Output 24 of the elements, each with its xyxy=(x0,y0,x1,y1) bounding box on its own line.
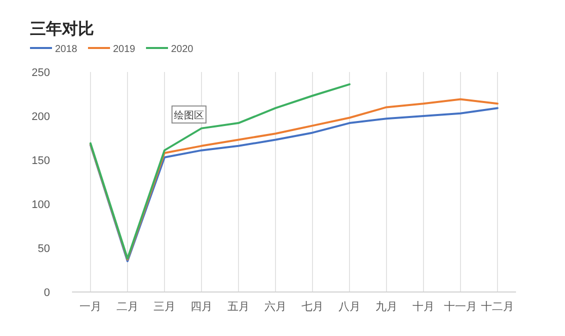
x-tick-label: 七月 xyxy=(302,300,324,313)
legend-label: 2020 xyxy=(171,44,194,55)
x-tick-label: 九月 xyxy=(376,300,398,313)
chart-title: 三年对比 xyxy=(30,20,94,38)
x-tick-label: 十一月 xyxy=(444,300,477,313)
y-tick-label: 200 xyxy=(32,111,50,123)
x-tick-label: 四月 xyxy=(190,301,212,313)
legend-label: 2019 xyxy=(113,44,136,55)
x-tick-label: 十二月 xyxy=(481,300,514,313)
y-tick-label: 100 xyxy=(32,199,50,211)
annotation: 绘图区 xyxy=(174,110,204,122)
y-tick-label: 150 xyxy=(32,155,50,167)
x-tick-label: 十月 xyxy=(412,300,434,313)
x-tick-label: 八月 xyxy=(338,301,360,313)
x-tick-label: 六月 xyxy=(264,300,286,313)
legend-label: 2018 xyxy=(55,44,78,55)
x-tick-label: 三月 xyxy=(154,301,176,313)
line-series xyxy=(90,83,350,260)
y-tick-label: 50 xyxy=(38,243,50,255)
y-tick-label: 0 xyxy=(44,287,50,299)
x-tick-label: 一月 xyxy=(80,301,102,313)
x-tick-label: 二月 xyxy=(116,301,138,313)
y-tick-label: 250 xyxy=(32,67,50,79)
x-tick-label: 五月 xyxy=(228,301,250,313)
